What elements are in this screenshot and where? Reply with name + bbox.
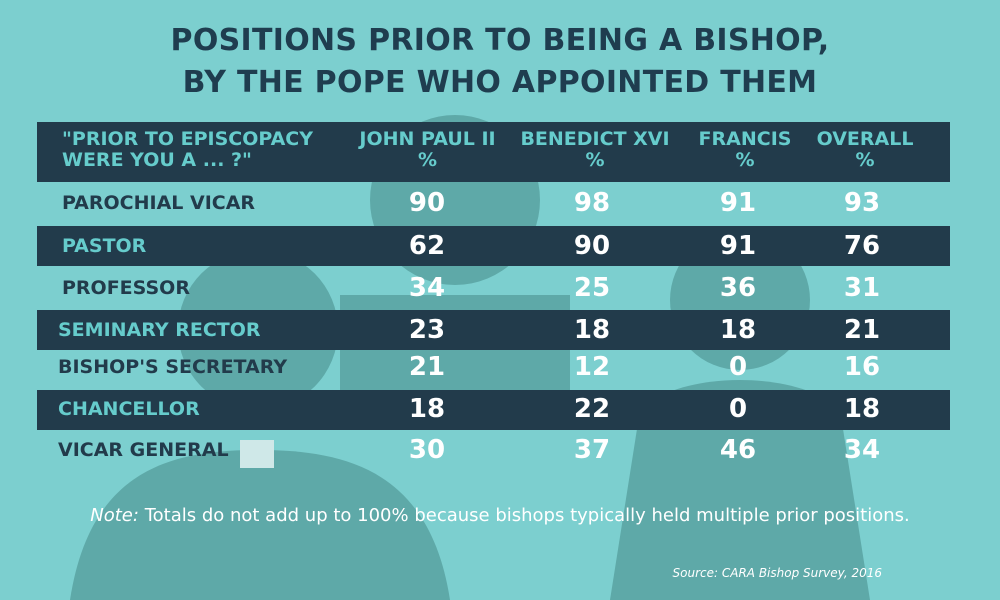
value-cell: 31 — [843, 273, 881, 303]
row-label: SEMINARY RECTOR — [58, 319, 261, 341]
row-label: VICAR GENERAL — [58, 439, 229, 461]
value-cell: 91 — [719, 231, 757, 261]
value-cell: 37 — [573, 435, 611, 465]
right-figure-body — [610, 380, 870, 600]
column-header-name: FRANCIS — [698, 128, 792, 150]
question-header-line-2: WERE YOU A ... ?" — [62, 149, 252, 171]
column-header-overall: OVERALL % — [805, 129, 925, 171]
value-cell: 93 — [843, 188, 881, 218]
column-header-benedict-xvi: BENEDICT XVI % — [510, 129, 680, 171]
value-cell: 0 — [728, 352, 748, 382]
row-band-seminary-rector — [37, 310, 950, 350]
value-cell: 98 — [573, 188, 611, 218]
value-cell: 16 — [843, 352, 881, 382]
row-band-pastor — [37, 226, 950, 266]
footnote-text: Totals do not add up to 100% because bis… — [144, 505, 910, 526]
value-cell: 18 — [719, 315, 757, 345]
value-cell: 62 — [408, 231, 446, 261]
value-cell: 18 — [408, 394, 446, 424]
value-cell: 12 — [573, 352, 611, 382]
column-header-unit: % — [417, 149, 438, 171]
value-cell: 90 — [573, 231, 611, 261]
value-cell: 36 — [719, 273, 757, 303]
left-figure-collar — [240, 440, 274, 468]
source-credit: Source: CARA Bishop Survey, 2016 — [672, 566, 882, 580]
value-cell: 34 — [843, 435, 881, 465]
column-header-name: OVERALL — [816, 128, 914, 150]
value-cell: 91 — [719, 188, 757, 218]
chart-title-line-1: POSITIONS PRIOR TO BEING A BISHOP, — [170, 23, 830, 58]
value-cell: 34 — [408, 273, 446, 303]
column-header-francis: FRANCIS % — [680, 129, 810, 171]
footnote-label: Note: — [90, 505, 139, 526]
row-label: PROFESSOR — [62, 277, 190, 299]
column-header-unit: % — [735, 149, 755, 171]
column-header-john-paul-ii: JOHN PAUL II % — [345, 129, 510, 171]
row-band-chancellor — [37, 390, 950, 430]
value-cell: 23 — [408, 315, 446, 345]
column-header-unit: % — [585, 149, 605, 171]
column-header-name: JOHN PAUL II — [359, 128, 496, 150]
value-cell: 76 — [843, 231, 881, 261]
row-label: PASTOR — [62, 235, 147, 257]
value-cell: 21 — [843, 315, 881, 345]
table-header-band — [37, 122, 950, 182]
value-cell: 46 — [719, 435, 757, 465]
column-header-name: BENEDICT XVI — [520, 128, 670, 150]
question-header-line-1: "PRIOR TO EPISCOPACY — [62, 128, 313, 150]
value-cell: 90 — [408, 188, 446, 218]
value-cell: 30 — [408, 435, 446, 465]
value-cell: 18 — [843, 394, 881, 424]
footnote: Note: Totals do not add up to 100% becau… — [0, 505, 1000, 526]
value-cell: 18 — [573, 315, 611, 345]
question-header: "PRIOR TO EPISCOPACY WERE YOU A ... ?" — [62, 129, 352, 171]
chart-title: POSITIONS PRIOR TO BEING A BISHOP, BY TH… — [0, 20, 1000, 104]
value-cell: 25 — [573, 273, 611, 303]
value-cell: 21 — [408, 352, 446, 382]
chart-title-line-2: BY THE POPE WHO APPOINTED THEM — [182, 65, 818, 100]
column-header-unit: % — [855, 149, 875, 171]
row-label: PAROCHIAL VICAR — [62, 192, 256, 214]
left-figure-body — [70, 450, 450, 600]
row-label: BISHOP'S SECRETARY — [58, 356, 288, 378]
value-cell: 22 — [573, 394, 611, 424]
row-label: CHANCELLOR — [58, 398, 200, 420]
value-cell: 0 — [728, 394, 748, 424]
